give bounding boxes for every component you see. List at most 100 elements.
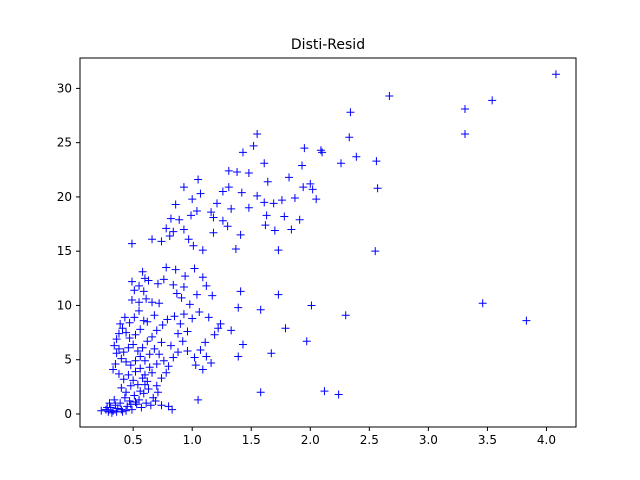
data-point (281, 324, 290, 333)
data-point (190, 353, 199, 362)
x-tick-label: 3.5 (478, 433, 497, 447)
x-tick-label: 1.0 (183, 433, 202, 447)
data-point (346, 108, 355, 117)
data-point (166, 341, 175, 350)
data-point (192, 290, 201, 299)
data-point (190, 264, 199, 273)
data-point (290, 194, 299, 203)
data-point (460, 129, 469, 138)
data-point (269, 199, 278, 208)
data-point (216, 319, 225, 328)
data-point (171, 200, 180, 209)
data-point (140, 274, 149, 283)
data-point (145, 363, 154, 372)
data-point (551, 70, 560, 79)
data-point (263, 177, 272, 186)
data-point (172, 289, 181, 298)
data-point (194, 175, 203, 184)
data-point (148, 298, 157, 307)
data-point (114, 369, 123, 378)
data-point (371, 247, 380, 256)
data-point (136, 352, 145, 361)
data-point (131, 398, 140, 407)
data-point (107, 408, 116, 417)
data-point (307, 301, 316, 310)
data-points (97, 70, 560, 417)
data-point (227, 326, 236, 335)
data-point (237, 188, 246, 197)
data-point (164, 402, 173, 411)
data-point (341, 311, 350, 320)
data-point (234, 303, 243, 312)
data-point (130, 286, 139, 295)
data-point (191, 361, 200, 370)
data-point (274, 246, 283, 255)
data-point (183, 347, 192, 356)
data-point (130, 313, 139, 322)
data-point (131, 356, 140, 365)
data-point (126, 361, 135, 370)
data-point (109, 365, 118, 374)
data-point (385, 91, 394, 100)
data-point (179, 183, 188, 192)
y-tick-label: 0 (64, 407, 72, 421)
x-tick-label: 1.5 (242, 433, 261, 447)
data-point (143, 317, 152, 326)
x-tick-label: 0.5 (124, 433, 143, 447)
data-point (298, 161, 307, 170)
data-point (135, 281, 144, 290)
data-point (146, 401, 155, 410)
chart-title: Disti-Resid (291, 37, 365, 53)
data-point (212, 199, 221, 208)
data-point (280, 212, 289, 221)
data-point (175, 215, 184, 224)
data-point (113, 404, 122, 413)
data-point (122, 357, 131, 366)
data-point (249, 141, 258, 150)
data-point (158, 320, 167, 329)
data-point (112, 407, 121, 416)
data-point (306, 179, 315, 188)
data-point (155, 299, 164, 308)
data-point (136, 325, 145, 334)
x-tick-label: 2.0 (301, 433, 320, 447)
data-point (236, 230, 245, 239)
data-point (157, 374, 166, 383)
data-point (126, 400, 135, 409)
data-point (124, 343, 133, 352)
data-point (318, 148, 327, 157)
data-point (117, 383, 126, 392)
data-point (198, 273, 207, 282)
data-point (244, 203, 253, 212)
data-point (139, 316, 148, 325)
data-point (236, 287, 245, 296)
data-point (253, 129, 262, 138)
data-point (162, 263, 171, 272)
x-tick-label: 4.0 (537, 433, 556, 447)
data-point (188, 314, 197, 323)
data-point (201, 338, 210, 347)
data-point (176, 319, 185, 328)
data-point (300, 144, 309, 153)
data-point (522, 316, 531, 325)
data-point (478, 299, 487, 308)
data-point (256, 305, 265, 314)
data-point (114, 344, 123, 353)
data-point (140, 356, 149, 365)
data-point (127, 296, 136, 305)
data-point (162, 224, 171, 233)
data-point (104, 407, 113, 416)
data-point (202, 281, 211, 290)
data-point (129, 376, 138, 385)
data-point (253, 191, 262, 200)
data-point (295, 215, 304, 224)
data-point (189, 241, 198, 250)
data-point (125, 318, 134, 327)
data-point (138, 267, 147, 276)
data-point (148, 235, 157, 244)
x-tick-label: 3.0 (419, 433, 438, 447)
plot-frame (79, 57, 577, 428)
data-point (169, 227, 178, 236)
data-point (299, 183, 308, 192)
data-point (112, 335, 121, 344)
